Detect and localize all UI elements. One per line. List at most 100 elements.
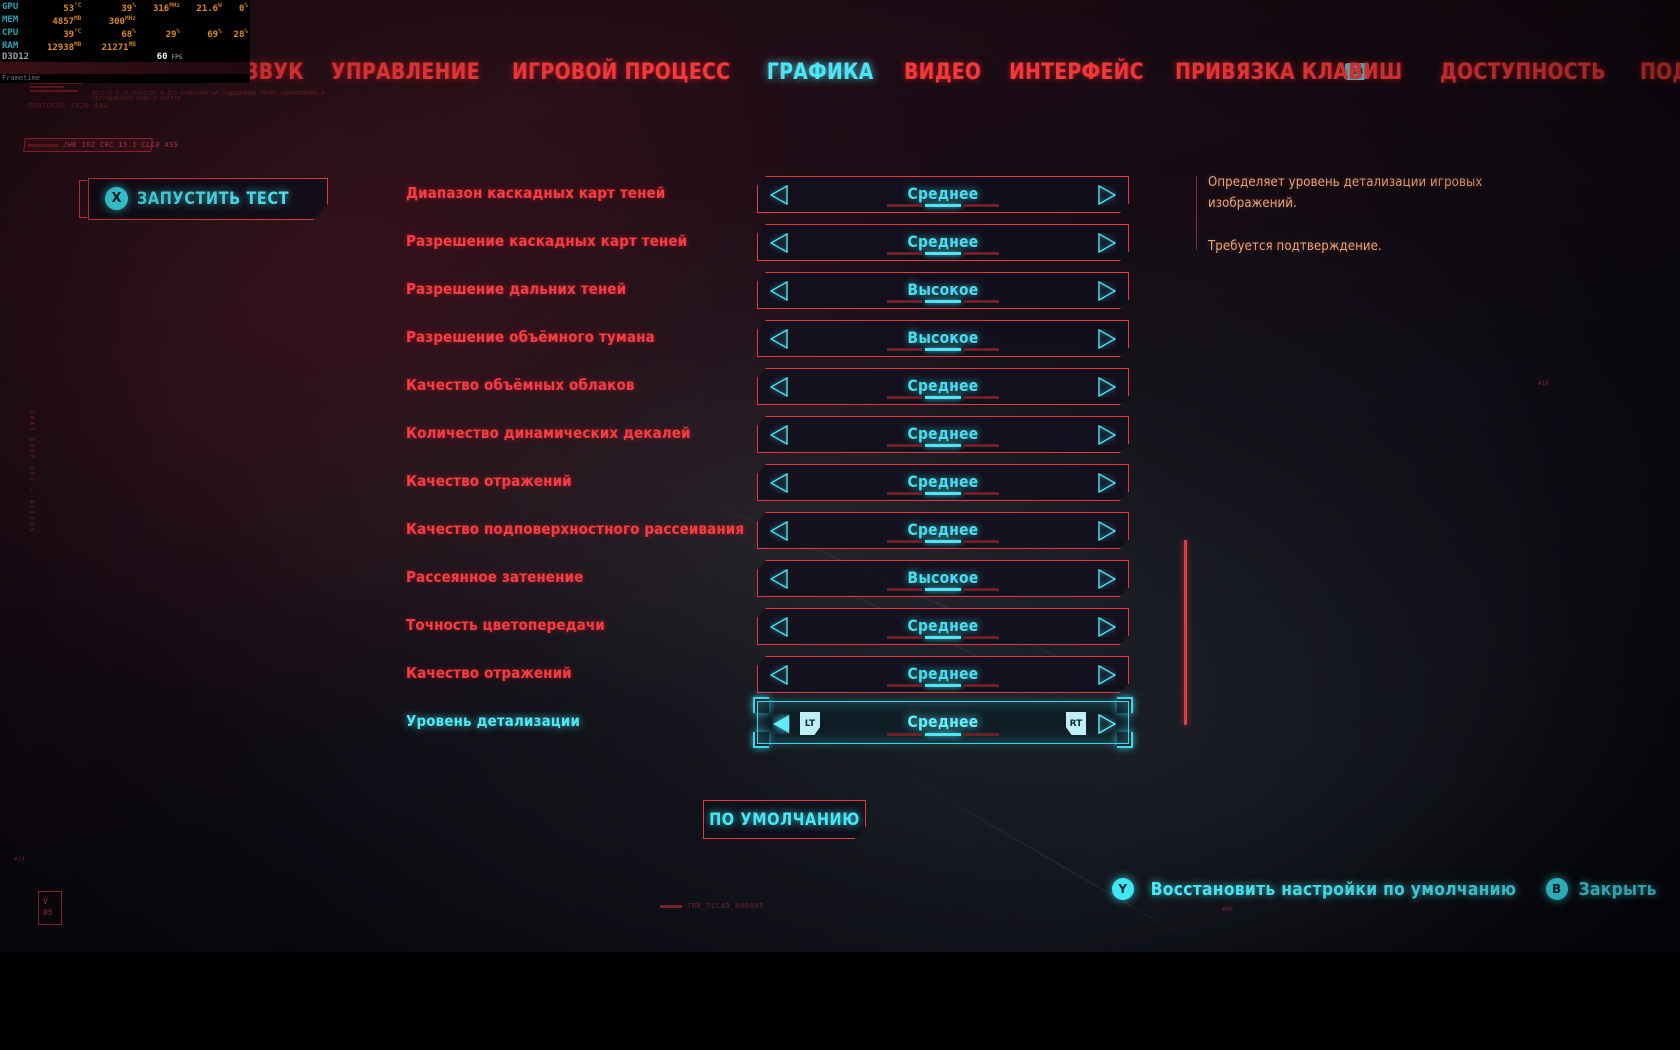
fps-unit: FPS (171, 54, 183, 61)
version-tag: V 05 (38, 891, 62, 925)
tab-0[interactable]: ЗВУК (245, 60, 304, 85)
setting-value: Среднее (907, 232, 979, 251)
status-strip: JHK 102 CRC 15.1 CL10 ASS (23, 138, 179, 152)
description-paragraph-1: Определяет уровень детализации игровых и… (1208, 174, 1483, 211)
tab-4[interactable]: ВИДЕО (903, 60, 981, 85)
tick (964, 252, 999, 255)
setting-row-selected[interactable]: Уровень детализации LT RT Среднее (0, 697, 1180, 748)
tab-2[interactable]: ИГРОВОЙ ПРОЦЕСС (511, 60, 731, 85)
setting-tick-bar (887, 636, 999, 639)
prompt-b[interactable]: B Закрыть (1545, 878, 1658, 900)
setting-tick-bar (887, 348, 999, 351)
tab-active-3[interactable]: ГРАФИКА (767, 60, 874, 85)
tab-5[interactable]: ИНТЕРФЕЙС (1008, 60, 1144, 85)
setting-row[interactable]: Разрешение дальних теней Высокое (0, 268, 1180, 316)
frametime-label: Frametime (2, 74, 40, 82)
setting-description-panel: Определяет уровень детализации игровых и… (1196, 172, 1528, 257)
fps-value: 60 (156, 52, 168, 62)
tick (925, 540, 960, 543)
tick (964, 588, 999, 591)
setting-row[interactable]: Точность цветопередачи Среднее (0, 604, 1180, 652)
setting-value: Среднее (907, 664, 979, 683)
setting-row[interactable]: Разрешение объёмного тумана Высокое (0, 316, 1180, 364)
setting-label: Качество отражений (406, 472, 572, 490)
description-paragraph-2: Требуется подтверждение. (1208, 238, 1382, 254)
setting-row[interactable]: Разрешение каскадных карт теней Среднее (0, 220, 1180, 268)
stat-value: 69% (207, 28, 222, 40)
prompt-y[interactable]: Y Восстановить настройки по умолчанию (1111, 878, 1524, 900)
tab-1[interactable]: УПРАВЛЕНИЕ (330, 60, 480, 85)
tick (887, 636, 922, 639)
setting-label: Качество объёмных облаков (406, 376, 635, 394)
stat-value: 39°C (63, 28, 82, 40)
tick (887, 204, 922, 207)
setting-value-selector[interactable]: Среднее (757, 416, 1129, 453)
setting-value: Среднее (907, 184, 979, 203)
setting-label: Качество подповерхностного рассеивания (406, 520, 745, 538)
tick (964, 300, 999, 303)
tick (887, 492, 922, 495)
setting-row[interactable]: Качество объёмных облаков Среднее (0, 364, 1180, 412)
stat-label: GPU (2, 2, 19, 12)
tick (964, 396, 999, 399)
setting-value-selector[interactable]: Среднее (757, 368, 1129, 405)
setting-value-selector[interactable]: Высокое (757, 272, 1129, 309)
strip-code: JHK 102 CRC 15.1 CL10 ASS (62, 141, 179, 149)
setting-value-selector[interactable]: Среднее (757, 464, 1129, 501)
setting-value: Среднее (907, 424, 979, 443)
setting-value-selector[interactable]: Среднее (757, 224, 1129, 261)
setting-tick-bar (887, 540, 999, 543)
performance-stats-table: GPU 53°C 39% 316MHz 21.6W 0% MEM 4857MB 300MHz CP… (0, 1, 250, 53)
tab-7[interactable]: ДОСТУПНОСТЬ (1440, 60, 1606, 85)
setting-row[interactable]: Диапазон каскадных карт теней Среднее (0, 172, 1180, 220)
stat-value: 39% (121, 2, 136, 14)
tick (925, 733, 961, 736)
settings-scrollbar[interactable] (1184, 540, 1187, 725)
stat-value: 4857MB (52, 15, 82, 27)
tick (925, 252, 960, 255)
setting-value-selector[interactable]: Высокое (757, 560, 1129, 597)
performance-stat-row: MEM 4857MB 300MHz (0, 14, 250, 27)
corner-tr-icon (1117, 697, 1133, 713)
setting-tick-bar (887, 684, 999, 687)
setting-value-selector[interactable]: Среднее (757, 176, 1129, 213)
frametime-bar (0, 62, 250, 74)
setting-row[interactable]: Качество отражений Среднее (0, 460, 1180, 508)
setting-value: Среднее (907, 376, 979, 395)
tick (925, 396, 960, 399)
setting-label: Качество отражений (406, 664, 572, 682)
setting-row[interactable]: Качество подповерхностного рассеивания Ср… (0, 508, 1180, 556)
stat-value: 29% (165, 28, 181, 40)
setting-tick-bar (887, 733, 999, 736)
setting-row[interactable]: Количество динамических декалей Среднее (0, 412, 1180, 460)
setting-row[interactable]: Качество отражений Среднее (0, 652, 1180, 700)
setting-row[interactable]: Рассеянное затенение Высокое (0, 556, 1180, 604)
tick (964, 636, 999, 639)
background-streak (879, 760, 1245, 972)
setting-value-selector[interactable]: Среднее (757, 656, 1129, 693)
restore-defaults-button[interactable]: ПО УМОЛЧАНИЮ (703, 800, 866, 839)
performance-stat-row: RAM 12938MB 21271MB (0, 40, 250, 53)
setting-value-selector[interactable]: Среднее (757, 512, 1129, 549)
graphics-settings-list: Диапазон каскадных карт теней Среднее Разр… (0, 172, 1180, 748)
stat-value: 300MHz (108, 15, 136, 27)
stat-value: 12938MB (46, 41, 82, 53)
setting-tick-bar (887, 252, 999, 255)
setting-value-selector[interactable]: Среднее (757, 608, 1129, 645)
tab-6[interactable]: ПРИВЯЗКА КЛАВИШ (1175, 60, 1403, 85)
setting-label: Разрешение каскадных карт теней (406, 232, 688, 250)
tick (887, 252, 922, 255)
tick (964, 444, 999, 447)
performance-overlay: GPU 53°C 39% 316MHz 21.6W 0% MEM 4857MB 300MHz CP… (0, 0, 250, 83)
protocol-code: PROTOCOL 3520-444 (28, 102, 109, 110)
setting-label: Количество динамических декалей (406, 424, 691, 442)
setting-value: Среднее (907, 472, 979, 491)
setting-value-selector[interactable]: LT RT Среднее (753, 697, 1133, 748)
tab-8[interactable]: ПОДСИСТЕМЫ (1639, 60, 1680, 85)
corner-tl-icon (753, 697, 769, 713)
tick (964, 684, 999, 687)
setting-value: Среднее (907, 616, 979, 635)
micro-deco-bl: #24 (14, 856, 25, 863)
setting-value-selector[interactable]: Высокое (757, 320, 1129, 357)
setting-label: Точность цветопередачи (406, 616, 605, 634)
